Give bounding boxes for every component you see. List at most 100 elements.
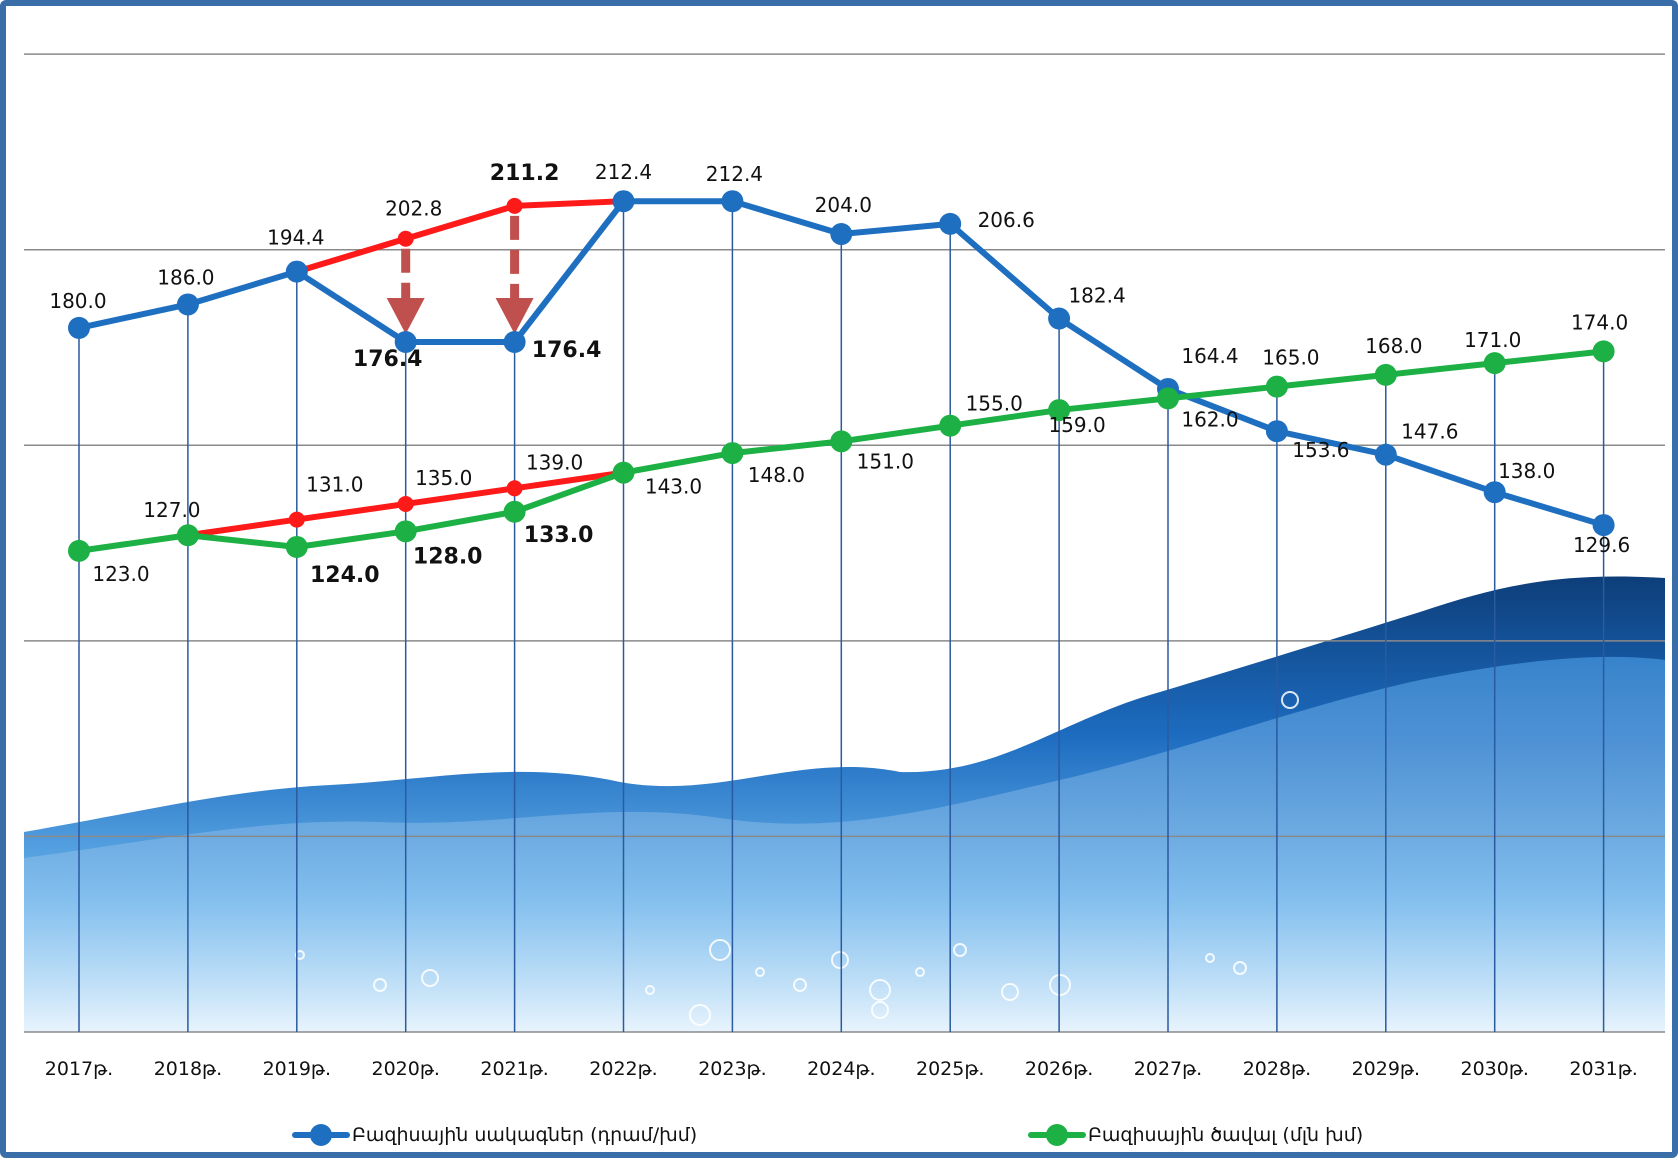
series-points [68,190,1615,562]
data-label: 127.0 [143,498,200,522]
x-tick-label: 2029թ. [1352,1058,1420,1080]
data-label: 182.4 [1068,284,1125,308]
point-tariff [1592,514,1615,537]
x-tick-label: 2020թ. [371,1058,439,1080]
bubble [991,681,1009,699]
water-bubbles [295,580,1299,1026]
data-label: 212.4 [706,162,763,186]
data-label: 153.6 [1292,438,1349,462]
x-tick-label: 2024թ. [807,1058,875,1080]
data-label: 124.0 [310,563,380,588]
x-tick-label: 2022թ. [589,1058,657,1080]
series-line-planned-tariff [293,198,627,275]
bubble [1169,629,1191,651]
point-tariff [612,190,635,213]
point-tariff [285,260,308,283]
data-label: 131.0 [306,473,363,497]
legend-swatch-tariff [292,1124,350,1146]
point-planned [506,480,523,497]
point-volume [939,414,962,437]
bubble [1233,961,1247,975]
x-tick-label: 2025թ. [916,1058,984,1080]
x-tick-label: 2031թ. [1569,1058,1637,1080]
point-planned [288,511,305,528]
point-volume [394,520,417,543]
legend-label-tariff: Բազիսային սակագներ (դրամ/խմ) [352,1124,698,1146]
bubble [871,1001,889,1019]
x-tick-label: 2017թ. [45,1058,113,1080]
point-volume [1483,352,1506,375]
point-volume [503,500,526,523]
point-volume [612,461,635,484]
legend-item-volume: Բազիսային ծավալ (մլն խմ) [1028,1120,1363,1150]
point-tariff [1483,481,1506,504]
data-label: 135.0 [415,466,472,490]
point-volume [285,535,308,558]
x-tick-label: 2019թ. [263,1058,331,1080]
data-label: 164.4 [1181,344,1238,368]
point-tariff [721,190,744,213]
bubble [373,978,387,992]
data-label: 171.0 [1464,328,1521,352]
point-tariff [394,331,417,354]
bubble [421,969,439,987]
legend-item-tariff: Բազիսային սակագներ (դրամ/խմ) [292,1120,697,1150]
data-label: 133.0 [524,523,594,548]
data-label: 180.0 [49,289,106,313]
bubble [1033,643,1047,657]
point-volume [176,524,199,547]
point-volume [1374,363,1397,386]
bubble [755,967,765,977]
x-axis-ticks: 2017թ. 2018թ. 2019թ. 2020թ. 2021թ. 2022թ. 2023… [45,1058,1638,1080]
point-volume [1592,340,1615,363]
x-tick-label: 2027թ. [1134,1058,1202,1080]
data-label: 204.0 [815,193,872,217]
legend-swatch-volume [1028,1124,1086,1146]
data-label: 194.4 [267,226,324,250]
data-label: 151.0 [857,449,914,473]
data-label: 186.0 [157,265,214,289]
x-tick-label: 2026թ. [1025,1058,1093,1080]
bubble [969,709,991,731]
point-planned [506,197,523,214]
data-labels: 180.0 186.0 194.4 176.4 176.4 212.4 212.4 204.0… [49,160,1630,588]
point-tariff [176,293,199,316]
point-volume [68,539,90,562]
bubble [915,967,925,977]
water-wave-foam [24,656,1665,1032]
bubble [1001,983,1019,1001]
bubble [1115,595,1125,605]
data-label: 202.8 [385,197,442,221]
point-tariff [830,223,853,246]
data-label: 174.0 [1571,310,1628,334]
point-volume [830,430,853,453]
data-label: 206.6 [978,208,1035,232]
data-label: 147.6 [1401,420,1458,444]
data-label: 148.0 [748,463,805,487]
bubble [831,951,849,969]
data-label: 176.4 [353,347,423,372]
data-label: 211.2 [490,161,560,186]
data-label: 123.0 [92,562,149,586]
bubble [1263,603,1277,617]
bubble [709,939,731,961]
x-tick-label: 2030թ. [1460,1058,1528,1080]
data-label: 138.0 [1498,459,1555,483]
bubble [869,979,891,1001]
arrow-head [386,298,425,335]
data-label: 176.4 [532,338,602,363]
x-tick-label: 2028թ. [1243,1058,1311,1080]
bubble [953,943,967,957]
data-label: 139.0 [526,450,583,474]
bubble [1205,953,1215,963]
point-tariff [503,331,526,354]
bubble [1281,691,1299,709]
point-volume [1048,399,1071,422]
bubble [295,950,305,960]
bubble [689,1004,711,1026]
legend-label-volume: Բազիսային ծավալ (մլն խմ) [1088,1124,1364,1146]
x-tick-label: 2018թ. [154,1058,222,1080]
point-volume [1265,375,1288,398]
